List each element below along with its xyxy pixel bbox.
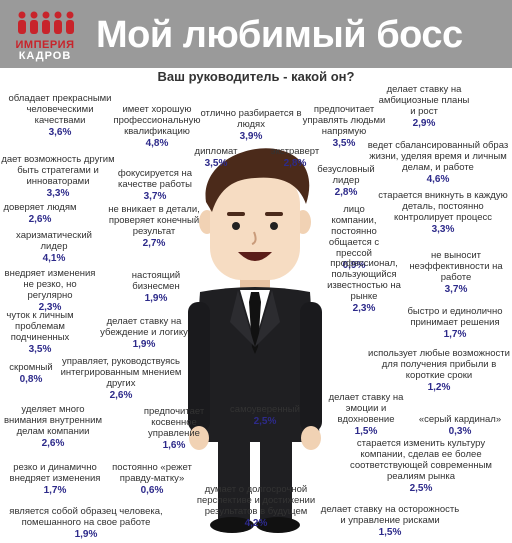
stat-item: ведет сбалансированный образ жизни, удел… (367, 140, 509, 185)
stat-item: старается изменить культуру компании, сд… (350, 438, 492, 494)
stat-item: харизматический лидер 4,1% (16, 230, 92, 264)
stat-item: экстраверт 2,8% (270, 146, 320, 169)
stat-item: старается вникнуть в каждую деталь, пост… (378, 190, 508, 235)
page-subtitle: Ваш руководитель - какой он? (157, 69, 355, 84)
stat-item: думает о долгосрочной перспективе и дост… (196, 484, 316, 529)
stat-item: доверяет людям 2,6% (3, 202, 77, 225)
stat-item: не выносит неэффективности на работе 3,7% (409, 250, 503, 295)
stat-item: отлично разбирается в людях 3,9% (200, 108, 302, 142)
stat-item: предпочитает управлять людьми напрямую 3,… (302, 104, 386, 149)
header-banner: ИМПЕРИЯ КАДРОВ Мой любимый босс (0, 0, 512, 68)
stat-item: безусловный лидер 2,8% (317, 164, 375, 198)
boss-figure-illustration (188, 148, 322, 533)
stat-item: резко и динамично внедряет изменения 1,7% (9, 462, 101, 496)
stat-item: скромный 0,8% (9, 362, 53, 385)
stat-item: обладает прекрасными человеческими качес… (8, 93, 112, 138)
stat-item: фокусируется на качестве работы 3,7% (117, 168, 193, 202)
logo-text: ИМПЕРИЯ КАДРОВ (10, 40, 80, 62)
page-title: Мой любимый босс (96, 14, 463, 56)
stat-item: управляет, руководствуясь интегрированны… (60, 356, 182, 401)
stat-item: быстро и единолично принимает решения 1,7… (407, 306, 503, 340)
stat-item: имеет хорошую профессиональную квалифика… (113, 104, 201, 149)
logo-line-1: ИМПЕРИЯ (15, 39, 75, 51)
stat-item: делает ставку на эмоции и вдохновение 1,5… (328, 392, 404, 437)
stat-item: делает ставку на осторожность и управлен… (320, 504, 460, 538)
logo-line-2: КАДРОВ (18, 50, 72, 62)
stat-item: использует любые возможности для получен… (368, 348, 510, 393)
stat-item: уделяет много внимания внутренним делам … (3, 404, 103, 449)
stat-item: «серый кардинал» 0,3% (418, 414, 502, 437)
stat-item: внедряет изменения не резко, но регулярн… (4, 268, 96, 313)
stat-item: дипломат 3,5% (194, 146, 238, 169)
stat-item: настоящий бизнесмен 1,9% (131, 270, 181, 304)
stat-item: постоянно «режет правду-матку» 0,6% (112, 462, 192, 496)
stat-item: не вникает в детали, проверяет конечный … (108, 204, 200, 249)
stat-item: профессионал, пользующийся известностью … (327, 258, 401, 314)
people-logo-icon (18, 11, 74, 34)
stat-item: лицо компании, постоянно общается с прес… (328, 204, 380, 271)
stat-item: является собой образец человека, помешан… (9, 506, 163, 540)
stat-item: дает возможность другим быть стратегами … (1, 154, 115, 199)
stat-item: предпочитает косвенное управление 1,6% (143, 406, 205, 451)
stat-item: делает ставку на амбициозные планы и рос… (378, 84, 470, 129)
stat-item: делает ставку на убеждение и логику 1,9% (100, 316, 188, 350)
stat-item: самоуверенный 2,5% (230, 404, 300, 427)
stat-item: чуток к личным проблемам подчиненных 3,5% (6, 310, 74, 355)
